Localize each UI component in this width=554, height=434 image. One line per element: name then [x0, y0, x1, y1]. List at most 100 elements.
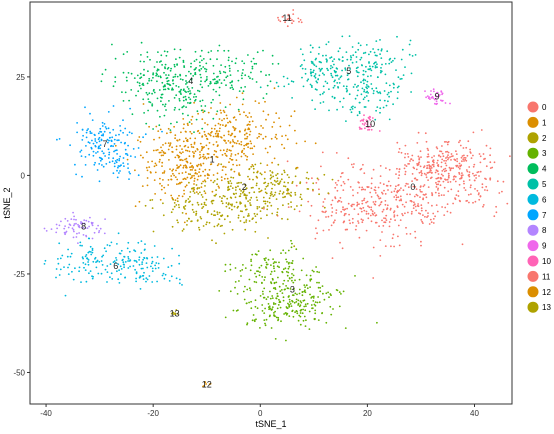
data-point: [229, 263, 232, 266]
data-point: [387, 100, 389, 103]
data-point: [368, 61, 370, 63]
data-point: [251, 67, 254, 70]
legend-label: 5: [542, 180, 547, 189]
data-point: [200, 203, 203, 206]
data-point: [371, 87, 374, 90]
data-point: [479, 155, 482, 158]
legend-item-7: 7: [527, 209, 547, 221]
data-point: [57, 258, 59, 260]
data-point: [189, 191, 192, 193]
data-point: [87, 263, 90, 266]
data-point: [274, 338, 277, 340]
data-point: [138, 84, 141, 87]
data-point: [149, 199, 152, 202]
data-point: [311, 99, 314, 102]
data-point: [246, 116, 249, 118]
data-point: [224, 166, 227, 169]
data-point: [190, 123, 193, 125]
data-point: [64, 217, 67, 220]
data-point: [76, 122, 78, 124]
data-point: [302, 85, 305, 88]
data-point: [230, 176, 233, 179]
data-point: [170, 131, 172, 134]
data-point: [252, 153, 255, 156]
data-point: [277, 208, 279, 210]
data-point: [206, 137, 208, 140]
data-point: [197, 89, 199, 92]
data-point: [206, 123, 209, 126]
data-point: [252, 314, 255, 316]
data-point: [270, 191, 273, 193]
data-point: [125, 153, 128, 155]
data-point: [224, 173, 227, 176]
data-point: [229, 221, 232, 223]
data-point: [280, 289, 283, 291]
data-point: [164, 105, 166, 108]
data-point: [276, 265, 279, 268]
data-point: [219, 123, 222, 126]
data-point: [141, 263, 144, 265]
data-point: [297, 319, 300, 322]
data-point: [364, 122, 366, 124]
data-point: [204, 80, 207, 83]
data-point: [437, 187, 439, 190]
data-point: [156, 61, 158, 63]
data-point: [447, 176, 450, 179]
data-point: [396, 35, 398, 38]
data-point: [178, 98, 181, 100]
data-point: [98, 136, 101, 139]
data-point: [303, 59, 306, 62]
data-point: [155, 164, 158, 167]
data-point: [300, 301, 303, 304]
data-point: [124, 148, 127, 151]
data-point: [366, 200, 369, 203]
data-point: [309, 44, 312, 47]
data-point: [321, 151, 324, 154]
data-point: [473, 174, 476, 177]
data-point: [226, 75, 229, 77]
data-point: [373, 203, 376, 205]
data-point: [235, 96, 238, 99]
data-point: [137, 174, 140, 177]
data-point: [299, 323, 302, 326]
data-point: [475, 174, 477, 177]
data-point: [318, 193, 320, 196]
data-point: [371, 117, 374, 119]
data-point: [229, 180, 232, 182]
data-point: [244, 128, 247, 131]
data-point: [182, 166, 185, 169]
data-point: [205, 70, 207, 73]
data-point: [163, 170, 166, 173]
data-point: [481, 186, 484, 189]
data-point: [397, 235, 399, 238]
data-point: [328, 296, 330, 299]
data-point: [295, 310, 298, 312]
data-point: [324, 80, 327, 83]
data-point: [106, 138, 109, 141]
points-layer: [43, 9, 511, 388]
data-point: [70, 218, 73, 221]
data-point: [171, 247, 174, 250]
data-point: [367, 212, 370, 215]
data-point: [99, 127, 102, 130]
data-point: [449, 102, 451, 105]
data-point: [422, 198, 424, 201]
data-point: [382, 225, 385, 227]
data-point: [301, 294, 304, 297]
data-point: [204, 156, 207, 159]
data-point: [320, 61, 322, 64]
data-point: [403, 205, 406, 208]
data-point: [261, 207, 264, 210]
data-point: [250, 258, 253, 261]
data-point: [273, 281, 276, 284]
data-point: [181, 284, 183, 286]
data-point: [358, 236, 361, 239]
data-point: [428, 167, 431, 170]
data-point: [463, 187, 466, 189]
data-point: [261, 276, 264, 278]
data-point: [420, 219, 423, 221]
data-point: [71, 270, 73, 273]
data-point: [230, 153, 233, 155]
data-point: [193, 60, 196, 62]
data-point: [126, 51, 129, 53]
